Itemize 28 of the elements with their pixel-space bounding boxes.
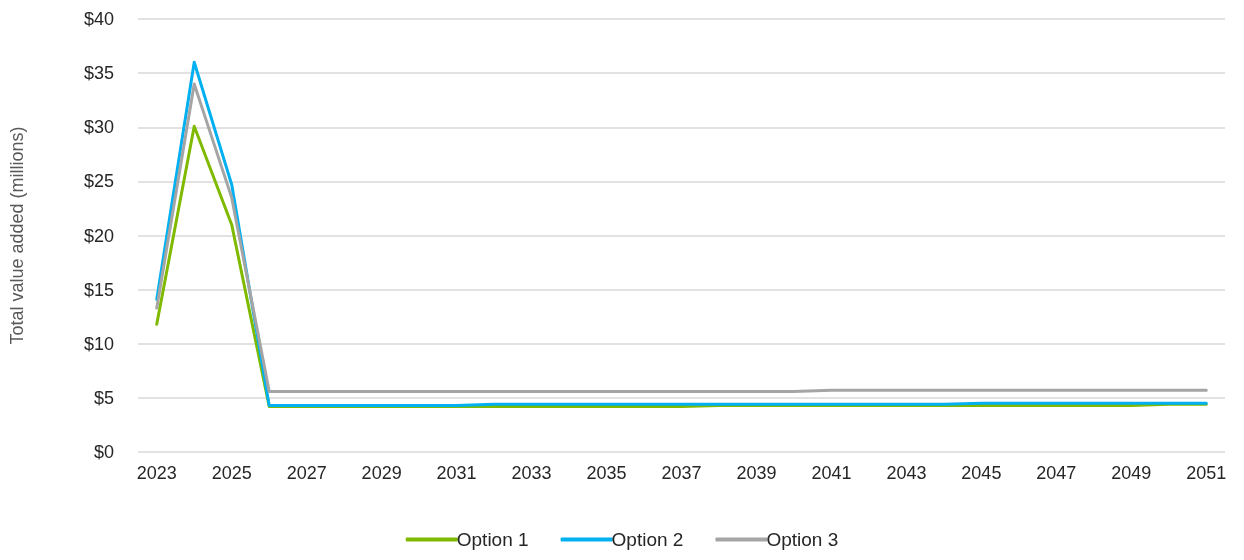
y-tick-label: $40	[83, 9, 114, 29]
x-tick-label: 2023	[136, 463, 177, 483]
x-tick-label: 2025	[211, 463, 252, 483]
y-tick-label: $5	[93, 387, 114, 408]
x-tick-label: 2039	[736, 463, 777, 483]
x-tick-label: 2049	[1111, 463, 1152, 483]
legend-label: Option 3	[766, 529, 839, 550]
x-tick-label: 2041	[811, 463, 852, 483]
y-tick-label: $25	[83, 171, 114, 192]
x-tick-label: 2027	[286, 463, 327, 483]
y-tick-label: $15	[83, 279, 114, 300]
x-tick-label: 2045	[961, 463, 1002, 483]
y-tick-label: $30	[83, 117, 114, 138]
x-tick-label: 2037	[661, 463, 702, 483]
x-tick-label: 2031	[436, 463, 477, 483]
x-tick-label: 2047	[1036, 463, 1077, 483]
x-tick-label: 2029	[361, 463, 402, 483]
legend-label: Option 1	[456, 529, 529, 550]
y-tick-label: $35	[83, 63, 114, 84]
x-tick-label: 2051	[1186, 463, 1227, 483]
x-tick-label: 2043	[886, 463, 927, 483]
legend-label: Option 2	[611, 529, 684, 550]
y-tick-label: $20	[83, 225, 114, 246]
y-tick-label: $10	[83, 333, 114, 354]
x-tick-label: 2033	[511, 463, 552, 483]
y-tick-label: $0	[93, 442, 114, 462]
x-tick-label: 2035	[586, 463, 627, 483]
y-axis-title: Total value added (millions)	[7, 126, 27, 345]
